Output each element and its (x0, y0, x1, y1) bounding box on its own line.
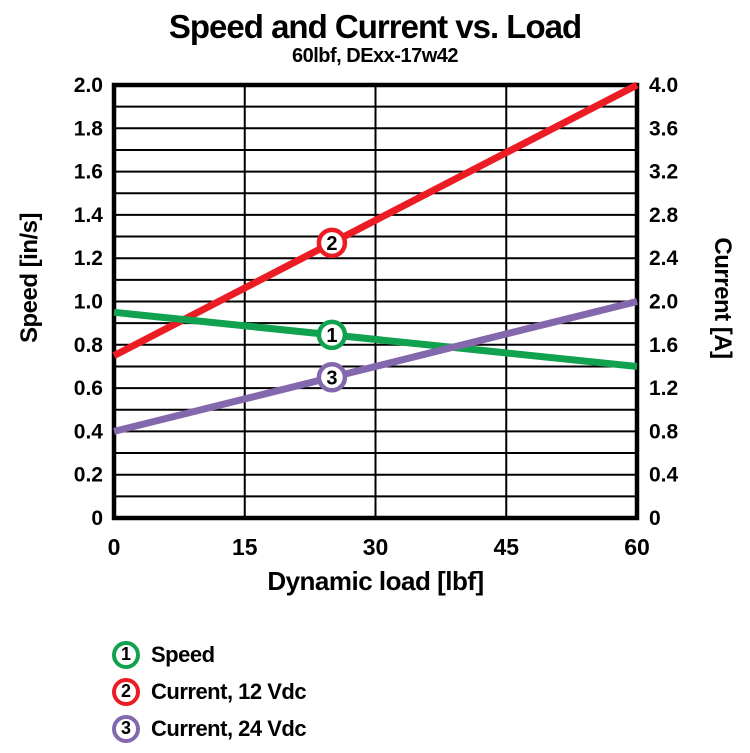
legend-marker-number: 1 (120, 644, 131, 664)
y-left-tick-label: 0.2 (74, 464, 103, 487)
y-left-tick-label: 1.8 (74, 117, 104, 140)
plot-area: 1 2 3 2.0 1.8 1.6 1.4 1.2 1.0 0.8 0.6 0.4 0.2 0 4.0 3.6… (74, 74, 679, 560)
y-left-tick-label: 0.6 (74, 377, 103, 400)
curve-marker-number-3: 3 (326, 367, 337, 389)
curve-marker-circle-3 (316, 362, 348, 393)
y-right-tick-label: 3.2 (649, 161, 678, 184)
series-line-current-12-vdc (112, 81, 639, 359)
x-tick-label: 15 (232, 534, 258, 560)
x-tick-label: 30 (363, 534, 389, 560)
chart-subtitle: 60lbf, DExx-17w42 (291, 45, 459, 67)
legend-marker-number: 3 (120, 718, 131, 738)
y-right-tick-label: 2.8 (649, 204, 679, 227)
legend-label-current-24vdc: Current, 24 Vdc (151, 715, 307, 741)
y-right-tick-label: 0 (649, 507, 661, 530)
chart-title: Speed and Current vs. Load (168, 8, 582, 45)
y-right-tick-label: 3.6 (649, 117, 678, 140)
x-tick-label: 0 (108, 534, 121, 560)
y-right-tick-label: 4.0 (649, 74, 678, 97)
y-left-tick-label: 1.2 (74, 247, 103, 270)
x-tick-label: 45 (493, 534, 519, 560)
series-line-speed (113, 308, 638, 370)
y-left-tick-label: 0.4 (74, 420, 104, 443)
y-left-tick-label: 1.6 (74, 161, 103, 184)
legend: 1 Speed 2 Current, 12 Vdc 3 Current, 24 … (112, 640, 307, 751)
legend-marker-circle-2: 2 (112, 677, 140, 706)
x-axis-label: Dynamic load [lbf] (267, 566, 484, 596)
y-right-tick-label: 2.0 (649, 291, 678, 314)
x-tick-label: 60 (624, 534, 650, 560)
y-left-tick-label: 0 (91, 507, 103, 530)
legend-label-current-12vdc: Current, 12 Vdc (151, 678, 307, 704)
series-line-current-24-vdc (113, 298, 638, 435)
legend-marker-number: 2 (120, 681, 131, 701)
legend-item-speed: 1 Speed (112, 640, 306, 669)
y-right-tick-label: 2.4 (649, 247, 679, 270)
curve-marker-number-2: 2 (326, 233, 337, 255)
legend-label-speed: Speed (151, 641, 215, 667)
y-left-tick-label: 1.4 (74, 204, 104, 227)
legend-marker-circle-1: 1 (112, 640, 140, 669)
y-left-tick-label: 2.0 (74, 74, 103, 97)
legend-marker-circle-3: 3 (112, 714, 140, 743)
legend-item-current-24vdc: 3 Current, 24 Vdc (112, 714, 307, 743)
curve-marker-circle-1 (316, 319, 348, 351)
y-right-tick-label: 1.6 (649, 334, 678, 357)
y-left-tick-label: 1.0 (74, 291, 103, 314)
curve-marker-circle-2 (316, 227, 348, 259)
y-right-tick-label: 0.4 (649, 464, 679, 487)
y-left-tick-label: 0.8 (74, 334, 104, 357)
y-right-tick-label: 0.8 (649, 420, 679, 443)
curve-marker-number-1: 1 (326, 325, 337, 347)
legend-item-current-12vdc: 2 Current, 12 Vdc (112, 677, 307, 706)
y-right-tick-label: 1.2 (649, 377, 678, 400)
